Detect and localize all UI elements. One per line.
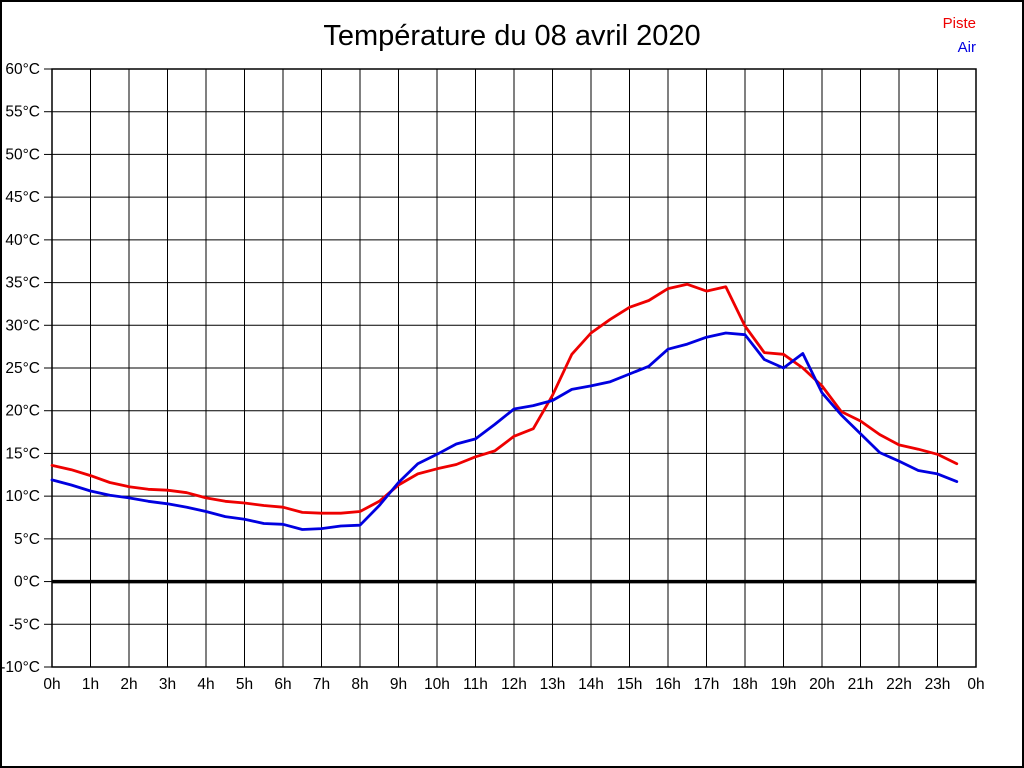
x-tick-label: 1h [82, 676, 99, 693]
x-tick-label: 2h [120, 676, 137, 693]
y-tick-label: 35°C [5, 275, 40, 292]
y-tick-label: 25°C [5, 360, 40, 377]
y-tick-label: 20°C [5, 403, 40, 420]
x-tick-label: 4h [197, 676, 214, 693]
x-tick-label: 8h [351, 676, 368, 693]
y-tick-label: -10°C [2, 659, 40, 676]
x-tick-label: 18h [732, 676, 758, 693]
y-tick-label: 40°C [5, 232, 40, 249]
y-tick-label: 50°C [5, 146, 40, 163]
chart-title: Température du 08 avril 2020 [323, 20, 701, 52]
chart-legend: Piste Air [943, 12, 976, 60]
x-tick-label: 13h [540, 676, 566, 693]
x-tick-label: 23h [925, 676, 951, 693]
y-tick-label: 15°C [5, 445, 40, 462]
y-tick-label: 30°C [5, 317, 40, 334]
x-tick-label: 0h [43, 676, 60, 693]
x-tick-label: 22h [886, 676, 912, 693]
x-tick-label: 14h [578, 676, 604, 693]
y-tick-label: 0°C [14, 574, 40, 591]
x-tick-label: 19h [771, 676, 797, 693]
x-tick-label: 15h [617, 676, 643, 693]
x-tick-label: 12h [501, 676, 527, 693]
x-tick-label: 11h [463, 676, 488, 693]
x-tick-label: 10h [424, 676, 450, 693]
y-tick-label: 60°C [5, 61, 40, 78]
x-tick-label: 17h [694, 676, 720, 693]
piste-line [50, 282, 959, 515]
air-line [50, 331, 959, 531]
y-tick-label: 45°C [5, 189, 40, 206]
y-tick-label: -5°C [9, 616, 40, 633]
legend-air-label: Air [957, 39, 976, 56]
x-tick-label: 6h [274, 676, 291, 693]
y-tick-label: 5°C [14, 531, 40, 548]
x-tick-label: 16h [655, 676, 681, 693]
x-tick-label: 5h [236, 676, 253, 693]
x-tick-label: 7h [313, 676, 330, 693]
x-tick-label: 20h [809, 676, 835, 693]
legend-piste-label: Piste [942, 15, 976, 32]
y-tick-label: 55°C [5, 104, 40, 121]
x-tick-label: 9h [390, 676, 407, 693]
y-tick-label: 10°C [5, 488, 40, 505]
x-tick-label: 3h [159, 676, 176, 693]
x-tick-label: 21h [848, 676, 874, 693]
x-tick-label: 0h [967, 676, 984, 693]
